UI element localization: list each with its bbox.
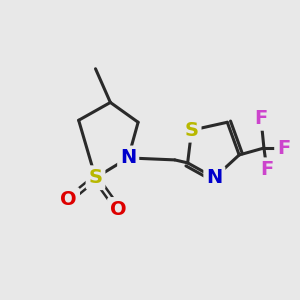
Text: N: N [120,148,136,167]
Text: S: S [88,168,103,187]
Text: O: O [60,190,77,209]
Text: S: S [184,121,199,140]
Text: F: F [277,139,290,158]
Text: F: F [260,160,274,179]
Text: N: N [206,168,223,187]
Text: O: O [110,200,127,219]
Text: F: F [254,109,268,128]
